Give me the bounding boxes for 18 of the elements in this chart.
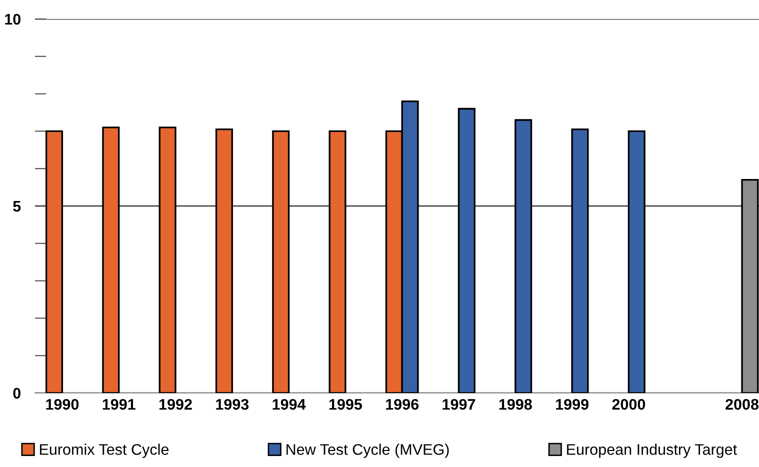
x-tick-label: 2000 <box>612 398 646 410</box>
legend-label: Euromix Test Cycle <box>40 444 169 458</box>
x-tick-label: 1995 <box>329 398 362 410</box>
x-tick-label: 1997 <box>442 398 476 410</box>
x-tick-label: 1990 <box>46 398 79 410</box>
y-tick-label: 0 <box>13 388 20 399</box>
y-tick-label: 5 <box>13 201 21 212</box>
x-tick-label: 1992 <box>159 398 192 410</box>
x-tick-label: 1993 <box>216 398 249 410</box>
x-tick-label: 1991 <box>102 398 136 410</box>
x-tick-label: 1996 <box>386 398 419 410</box>
y-tick-label: 10 <box>5 14 20 25</box>
legend-label: New Test Cycle (MVEG) <box>286 444 449 458</box>
x-tick-label: 1998 <box>499 398 532 410</box>
x-tick-label: 2008 <box>726 398 759 410</box>
x-tick-label: 1994 <box>272 398 306 410</box>
legend-label: European Industry Target <box>567 444 737 458</box>
x-tick-label: 1999 <box>556 398 588 410</box>
